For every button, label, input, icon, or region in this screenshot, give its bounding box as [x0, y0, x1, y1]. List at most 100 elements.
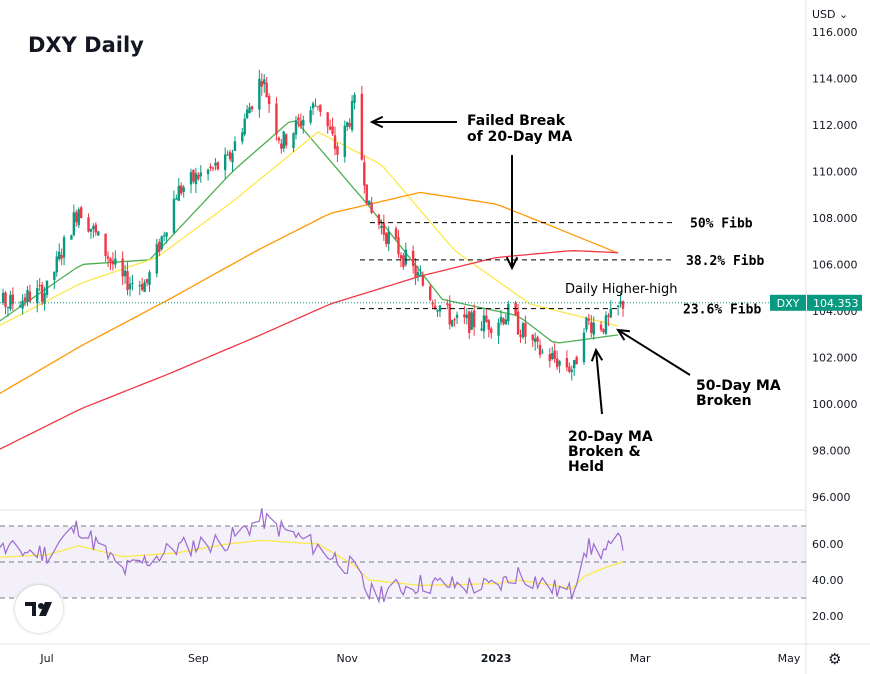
tradingview-logo-icon	[25, 602, 52, 616]
tradingview-logo[interactable]	[15, 585, 63, 633]
candle-body	[607, 315, 610, 318]
candle-body	[106, 256, 110, 259]
candle-body	[11, 294, 15, 305]
candle-body	[548, 354, 552, 361]
candle-body	[243, 118, 246, 135]
candle-body	[162, 235, 166, 237]
candle-body	[499, 316, 503, 323]
currency-label: USD	[812, 8, 836, 21]
candle-body	[587, 318, 591, 321]
candle-body	[250, 106, 254, 110]
candle-body	[192, 170, 195, 182]
candle-body	[326, 112, 329, 127]
candle-body	[158, 242, 161, 253]
candle-body	[148, 272, 151, 286]
time-tick-label: Sep	[188, 652, 209, 665]
candle-body	[450, 320, 454, 327]
candle-body	[470, 312, 473, 330]
annotation-20ma-line2: Broken &	[568, 444, 641, 460]
candle-body	[521, 323, 525, 338]
candle-body	[180, 185, 183, 194]
candle-body	[143, 282, 146, 292]
price-tick-label: 100.000	[812, 398, 858, 411]
candle-body	[502, 318, 505, 324]
candle-body	[226, 154, 229, 156]
candle-body	[387, 231, 390, 244]
candle-body	[28, 291, 32, 302]
candle-body	[599, 324, 603, 330]
candle-body	[145, 279, 149, 283]
candle-body	[348, 123, 351, 127]
candle-body	[21, 300, 24, 309]
candle-body	[211, 167, 215, 169]
candle-body	[558, 360, 561, 366]
candle-body	[277, 137, 281, 141]
fib-label: 50% Fibb	[690, 217, 753, 232]
arrow-failed-break-down-head	[505, 256, 519, 271]
candle-body	[265, 82, 268, 98]
candle-body	[53, 271, 56, 280]
candle-body	[258, 78, 261, 110]
candle-body	[397, 237, 400, 255]
rsi-tick-label: 40.00	[812, 574, 844, 587]
price-tick-label: 98.000	[812, 445, 851, 458]
candle-body	[421, 274, 425, 286]
candle-body	[209, 166, 212, 169]
candle-body	[292, 133, 295, 149]
candle-body	[77, 209, 80, 226]
last-price-badge-bg	[807, 294, 862, 311]
candle-body	[241, 132, 244, 142]
candle-body	[87, 217, 90, 232]
candle-body	[328, 126, 332, 130]
candle-body	[353, 94, 356, 103]
candle-body	[429, 286, 432, 300]
candle-body	[402, 255, 405, 268]
candle-body	[436, 310, 439, 312]
candle-body	[463, 314, 466, 318]
candle-body	[9, 295, 12, 309]
candle-body	[248, 107, 251, 114]
candle-body	[590, 322, 593, 333]
candle-body	[538, 344, 542, 356]
last-price-badge: 104.353	[813, 297, 859, 310]
rsi-band	[0, 526, 806, 598]
candle-body	[38, 285, 41, 287]
candle-body	[199, 172, 202, 177]
candle-body	[394, 228, 398, 239]
annotation-failed-break-line1: Failed Break	[467, 113, 566, 129]
candle-body	[616, 305, 620, 308]
candle-body	[619, 301, 622, 305]
price-tick-label: 114.000	[812, 73, 858, 86]
candle-body	[346, 122, 349, 127]
gear-icon[interactable]: ⚙	[828, 650, 842, 668]
candle-body	[377, 214, 381, 225]
candle-body	[602, 328, 605, 333]
candle-body	[70, 235, 73, 240]
candle-body	[519, 335, 522, 337]
candle-body	[109, 258, 112, 262]
candle-body	[121, 258, 124, 277]
annotation-20ma-line1: 20-Day MA	[568, 429, 653, 445]
candle-body	[465, 314, 469, 319]
candle-body	[177, 185, 181, 201]
candle-body	[380, 225, 383, 228]
ma-line-20-day-ma	[0, 120, 619, 344]
candle-body	[275, 103, 278, 135]
annotation-50ma-line2: Broken	[696, 393, 752, 409]
candle-body	[284, 134, 288, 146]
candle-body	[367, 200, 371, 205]
candle-body	[551, 353, 554, 360]
candle-body	[260, 81, 263, 87]
candle-body	[160, 236, 163, 250]
candle-body	[363, 162, 366, 186]
chevron-down-icon: ⌄	[839, 8, 849, 21]
candle-body	[123, 270, 127, 277]
candle-body	[75, 212, 78, 223]
candle-body	[114, 258, 117, 265]
ma-line-100-day-ma	[0, 191, 619, 395]
candle-body	[468, 311, 471, 333]
candle-body	[6, 307, 10, 309]
candle-body	[416, 272, 420, 276]
currency-selector[interactable]: USD ⌄	[812, 8, 848, 21]
